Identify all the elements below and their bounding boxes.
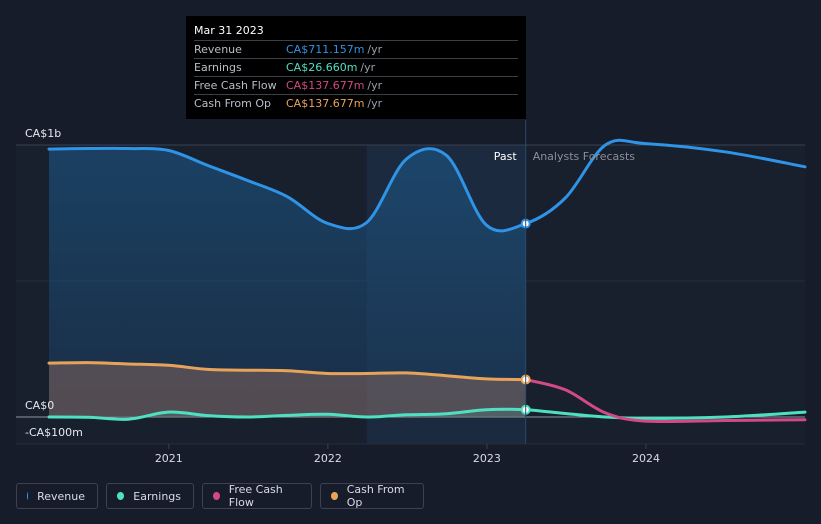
tooltip-unit: /yr bbox=[360, 61, 376, 74]
legend-dot-icon bbox=[27, 492, 29, 500]
tooltip-row-cash-from-op: Cash From Op CA$137.677m /yr bbox=[194, 94, 518, 112]
legend-item-revenue[interactable]: Revenue bbox=[16, 483, 98, 509]
y-tick-label: -CA$100m bbox=[25, 426, 83, 439]
legend: Revenue Earnings Free Cash Flow Cash Fro… bbox=[16, 483, 424, 509]
tooltip-label: Earnings bbox=[194, 61, 242, 74]
legend-label: Revenue bbox=[37, 489, 85, 503]
legend-label: Earnings bbox=[133, 489, 181, 503]
x-tick-label: 2021 bbox=[155, 452, 183, 465]
tooltip-value: CA$26.660m bbox=[286, 61, 358, 74]
legend-label: Cash From Op bbox=[346, 483, 405, 509]
x-tick-label: 2024 bbox=[632, 452, 660, 465]
legend-dot-icon bbox=[213, 492, 220, 500]
legend-item-cash-from-op[interactable]: Cash From Op bbox=[320, 483, 424, 509]
x-tick-label: 2023 bbox=[473, 452, 501, 465]
legend-item-earnings[interactable]: Earnings bbox=[106, 483, 194, 509]
tooltip-value: CA$137.677m bbox=[286, 97, 365, 110]
forecast-label: Analysts Forecasts bbox=[533, 150, 636, 163]
earnings-area bbox=[49, 409, 526, 420]
revenue-area bbox=[49, 148, 526, 417]
legend-label: Free Cash Flow bbox=[228, 483, 283, 509]
tooltip-unit: /yr bbox=[367, 79, 383, 92]
cash-from-op-line bbox=[47, 361, 528, 382]
tooltip-unit: /yr bbox=[367, 97, 383, 110]
tooltip-row-free-cash-flow: Free Cash Flow CA$137.677m /yr bbox=[194, 76, 518, 94]
revenue-line bbox=[47, 138, 807, 233]
tooltip-label: Free Cash Flow bbox=[194, 79, 277, 92]
legend-dot-icon bbox=[117, 492, 125, 500]
y-tick-label: CA$0 bbox=[25, 399, 54, 412]
legend-dot-icon bbox=[331, 492, 338, 500]
tooltip-label: Revenue bbox=[194, 43, 242, 56]
tooltip-value: CA$711.157m bbox=[286, 43, 365, 56]
tooltip-unit: /yr bbox=[367, 43, 383, 56]
tooltip-date: Mar 31 2023 bbox=[194, 24, 264, 37]
free-cash-flow-line bbox=[524, 378, 807, 424]
legend-item-free-cash-flow[interactable]: Free Cash Flow bbox=[202, 483, 312, 509]
past-label: Past bbox=[494, 150, 518, 163]
tooltip-value: CA$137.677m bbox=[286, 79, 365, 92]
tooltip-row-earnings: Earnings CA$26.660m /yr bbox=[194, 58, 518, 76]
tooltip: Mar 31 2023 Revenue CA$711.157m /yr Earn… bbox=[186, 16, 526, 119]
y-tick-label: CA$1b bbox=[25, 127, 61, 140]
cash-from-op-area bbox=[49, 362, 526, 417]
x-tick-label: 2022 bbox=[314, 452, 342, 465]
tooltip-row-revenue: Revenue CA$711.157m /yr bbox=[194, 40, 518, 58]
tooltip-label: Cash From Op bbox=[194, 97, 272, 110]
